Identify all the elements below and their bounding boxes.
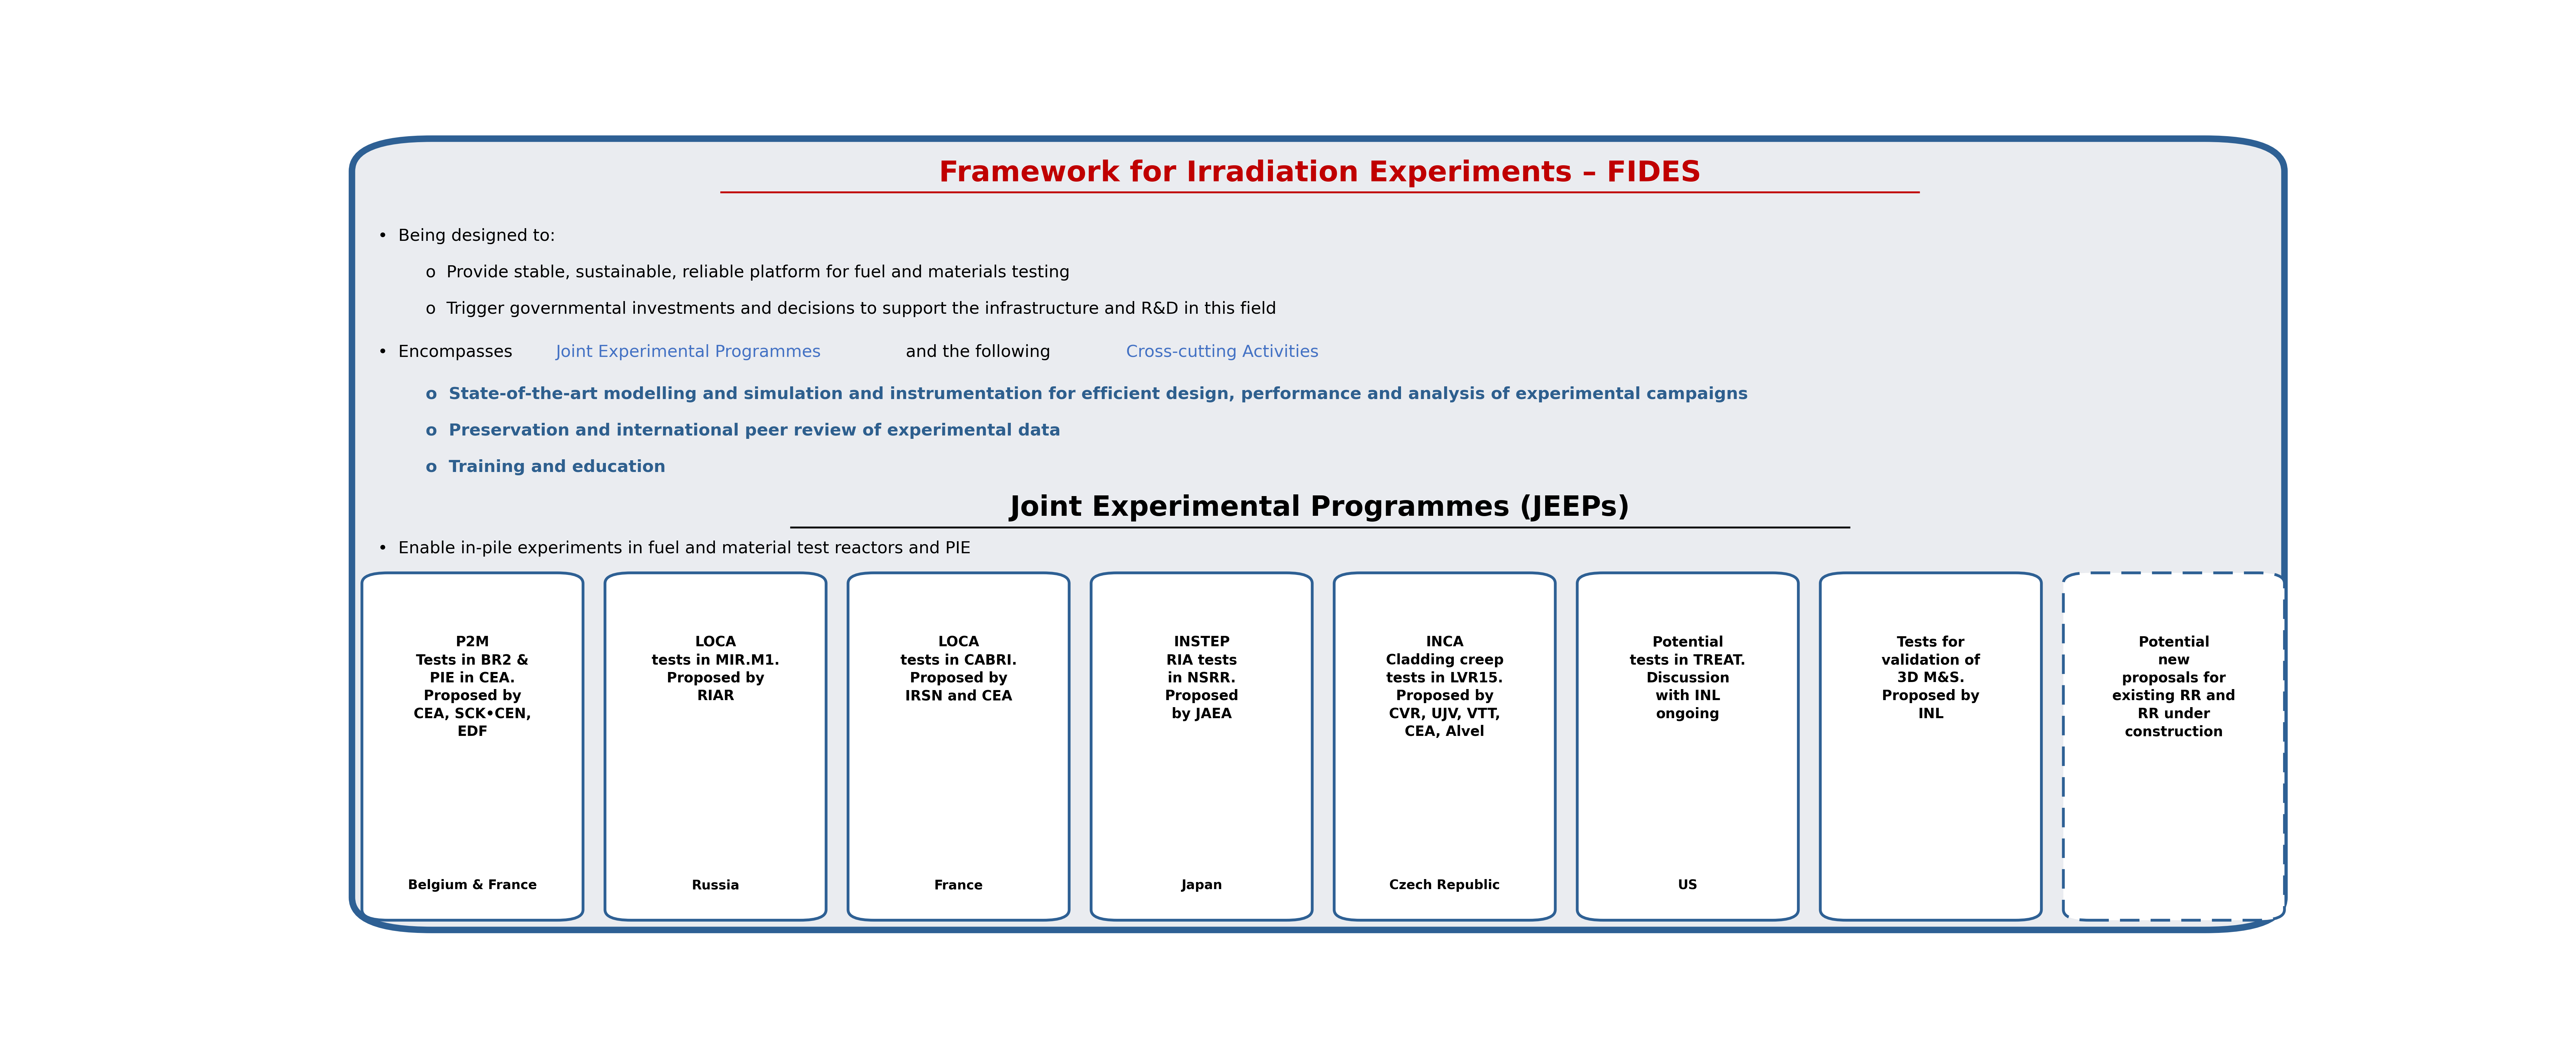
Text: France: France	[935, 879, 984, 892]
FancyBboxPatch shape	[1334, 573, 1556, 920]
FancyBboxPatch shape	[1577, 573, 1798, 920]
Text: •  Enable in-pile experiments in fuel and material test reactors and PIE: • Enable in-pile experiments in fuel and…	[379, 541, 971, 557]
FancyBboxPatch shape	[1092, 573, 1311, 920]
Text: Belgium & France: Belgium & France	[407, 879, 536, 892]
Text: o  Preservation and international peer review of experimental data: o Preservation and international peer re…	[425, 423, 1061, 438]
Text: o  Trigger governmental investments and decisions to support the infrastructure : o Trigger governmental investments and d…	[425, 301, 1278, 317]
Text: Czech Republic: Czech Republic	[1388, 879, 1499, 892]
Text: •  Being designed to:: • Being designed to:	[379, 228, 556, 245]
FancyBboxPatch shape	[2063, 573, 2285, 920]
Text: P2M
Tests in BR2 &
PIE in CEA.
Proposed by
CEA, SCK•CEN,
EDF: P2M Tests in BR2 & PIE in CEA. Proposed …	[415, 636, 531, 739]
FancyBboxPatch shape	[605, 573, 827, 920]
FancyBboxPatch shape	[848, 573, 1069, 920]
Text: LOCA
tests in CABRI.
Proposed by
IRSN and CEA: LOCA tests in CABRI. Proposed by IRSN an…	[902, 636, 1018, 703]
Text: Framework for Irradiation Experiments – FIDES: Framework for Irradiation Experiments – …	[940, 159, 1700, 188]
FancyBboxPatch shape	[363, 573, 582, 920]
Text: Joint Experimental Programmes: Joint Experimental Programmes	[556, 344, 822, 360]
Text: US: US	[1677, 879, 1698, 892]
FancyBboxPatch shape	[353, 139, 2285, 930]
FancyBboxPatch shape	[1821, 573, 2040, 920]
Text: Cross-cutting Activities: Cross-cutting Activities	[1126, 344, 1319, 360]
Text: o  Provide stable, sustainable, reliable platform for fuel and materials testing: o Provide stable, sustainable, reliable …	[425, 265, 1069, 280]
Text: LOCA
tests in MIR.M1.
Proposed by
RIAR: LOCA tests in MIR.M1. Proposed by RIAR	[652, 636, 781, 703]
Text: Potential
new
proposals for
existing RR and
RR under
construction: Potential new proposals for existing RR …	[2112, 636, 2236, 739]
Text: o  Training and education: o Training and education	[425, 460, 665, 475]
Text: INSTEP
RIA tests
in NSRR.
Proposed
by JAEA: INSTEP RIA tests in NSRR. Proposed by JA…	[1164, 636, 1239, 721]
Text: •  Encompasses: • Encompasses	[379, 344, 518, 360]
Text: INCA
Cladding creep
tests in LVR15.
Proposed by
CVR, UJV, VTT,
CEA, Alvel: INCA Cladding creep tests in LVR15. Prop…	[1386, 636, 1504, 739]
Text: Russia: Russia	[690, 879, 739, 892]
Text: Potential
tests in TREAT.
Discussion
with INL
ongoing: Potential tests in TREAT. Discussion wit…	[1631, 636, 1747, 721]
Text: Joint Experimental Programmes (JEEPs): Joint Experimental Programmes (JEEPs)	[1010, 494, 1631, 522]
Text: and the following: and the following	[902, 344, 1056, 360]
Text: Japan: Japan	[1182, 879, 1221, 892]
Text: o  State-of-the-art modelling and simulation and instrumentation for efficient d: o State-of-the-art modelling and simulat…	[425, 386, 1749, 403]
Text: Tests for
validation of
3D M&S.
Proposed by
INL: Tests for validation of 3D M&S. Proposed…	[1880, 636, 1981, 721]
